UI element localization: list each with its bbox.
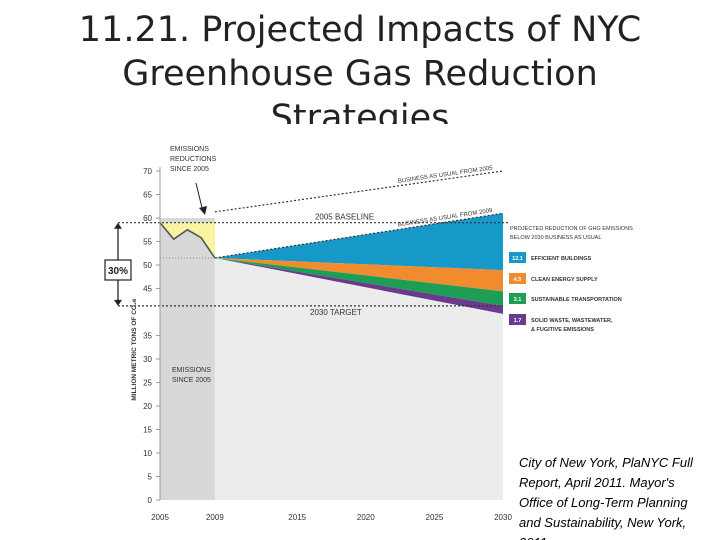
y-tick-label-50: 50: [143, 261, 152, 270]
reduction-arrow-top: [114, 222, 122, 229]
page-title: 11.21. Projected Impacts of NYC Greenhou…: [0, 8, 720, 124]
y-tick-label-60: 60: [143, 214, 152, 223]
bau-2009-line: [214, 212, 504, 259]
x-tick-label-2030: 2030: [494, 513, 512, 522]
legend-label-4-1: SOLID WASTE, WASTEWATER,: [531, 318, 613, 324]
y-tick-label-5: 5: [148, 473, 153, 482]
emissions-reduction-area: [160, 222, 215, 258]
emissions-reductions-arrowhead: [199, 206, 207, 215]
x-tick-label-2025: 2025: [426, 513, 444, 522]
reduction-badge: [104, 259, 132, 281]
citation-line-2: Report, April 2011. Mayor's: [519, 475, 675, 490]
y-tick-label-15: 15: [143, 426, 152, 435]
reduction-wedge-1: [214, 213, 503, 271]
legend-label-1-1: EFFICIENT BUILDINGS: [531, 256, 592, 262]
legend-swatch-1: [509, 252, 526, 263]
title-line-2: Greenhouse Gas Reduction: [122, 54, 598, 94]
title-line-3: Strategies: [270, 98, 450, 124]
historical-emissions-line: [159, 222, 216, 259]
y-tick-label-30: 30: [143, 355, 152, 364]
y-axis-label: MILLION METRIC TONS OF CO₂e: [131, 298, 138, 400]
legend-title-2: BELOW 2030 BUSINESS AS USUAL: [510, 235, 601, 241]
title-line-1: 11.21. Projected Impacts of NYC: [78, 10, 642, 50]
y-tick-label-25: 25: [143, 379, 152, 388]
y-tick-label-35: 35: [143, 332, 152, 341]
emissions-since-label-1: EMISSIONS: [172, 367, 211, 374]
x-tick-label-2009: 2009: [206, 513, 224, 522]
citation: City of New York, PlaNYC Full Report, Ap…: [519, 453, 715, 540]
legend-value-2: 4.5: [514, 277, 522, 283]
legend-value-1: 12.1: [512, 256, 523, 262]
emissions-since-label-2: SINCE 2005: [172, 377, 211, 384]
citation-line-3: Office of Long-Term Planning: [519, 495, 688, 510]
y-tick-label-20: 20: [143, 402, 152, 411]
legend-label-3-1: SUSTAINABLE TRANSPORTATION: [531, 297, 622, 303]
emissions-reductions-label-2: REDUCTIONS: [170, 156, 217, 163]
legend-swatch-4: [509, 314, 526, 325]
legend-swatch-3: [509, 293, 526, 304]
legend-value-4: 1.7: [514, 318, 522, 324]
x-tick-label-2015: 2015: [288, 513, 306, 522]
citation-line-1: City of New York, PlaNYC Full: [519, 455, 693, 470]
reduction-wedge-4: [214, 257, 503, 314]
bau-2005-line: [214, 170, 504, 213]
baseline-label: 2005 BASELINE: [315, 213, 374, 222]
reduction-badge-label: 30%: [108, 266, 128, 277]
legend-value-3: 3.1: [514, 297, 522, 303]
legend-swatch-2: [509, 273, 526, 284]
citation-line-4: and Sustainability, New York,: [519, 515, 687, 530]
y-tick-label-10: 10: [143, 449, 152, 458]
legend-label-4-2: & FUGITIVE EMISSIONS: [531, 327, 594, 333]
target-label: 2030 TARGET: [310, 308, 362, 317]
x-tick-label-2020: 2020: [357, 513, 375, 522]
legend-label-2-1: CLEAN ENERGY SUPPLY: [531, 277, 598, 283]
citation-line-5: 2011: [519, 533, 715, 540]
emissions-reductions-label-3: SINCE 2005: [170, 166, 209, 173]
y-tick-label-45: 45: [143, 285, 152, 294]
x-tick-label-2005: 2005: [151, 513, 169, 522]
y-tick-label-0: 0: [148, 496, 153, 505]
y-tick-label-65: 65: [143, 191, 152, 200]
y-tick-label-55: 55: [143, 238, 152, 247]
bau-2005-label: BUSINESS AS USUAL FROM 2005: [398, 165, 494, 184]
future-target-area: [214, 257, 503, 500]
reduction-arrow-bottom: [114, 299, 122, 306]
past-period-band: [160, 218, 215, 500]
emissions-reductions-label-1: EMISSIONS: [170, 146, 209, 153]
legend-title-1: PROJECTED REDUCTION OF GHG EMISSIONS: [510, 226, 633, 232]
emissions-reductions-arrow: [195, 182, 204, 213]
y-tick-label-70: 70: [143, 167, 152, 176]
